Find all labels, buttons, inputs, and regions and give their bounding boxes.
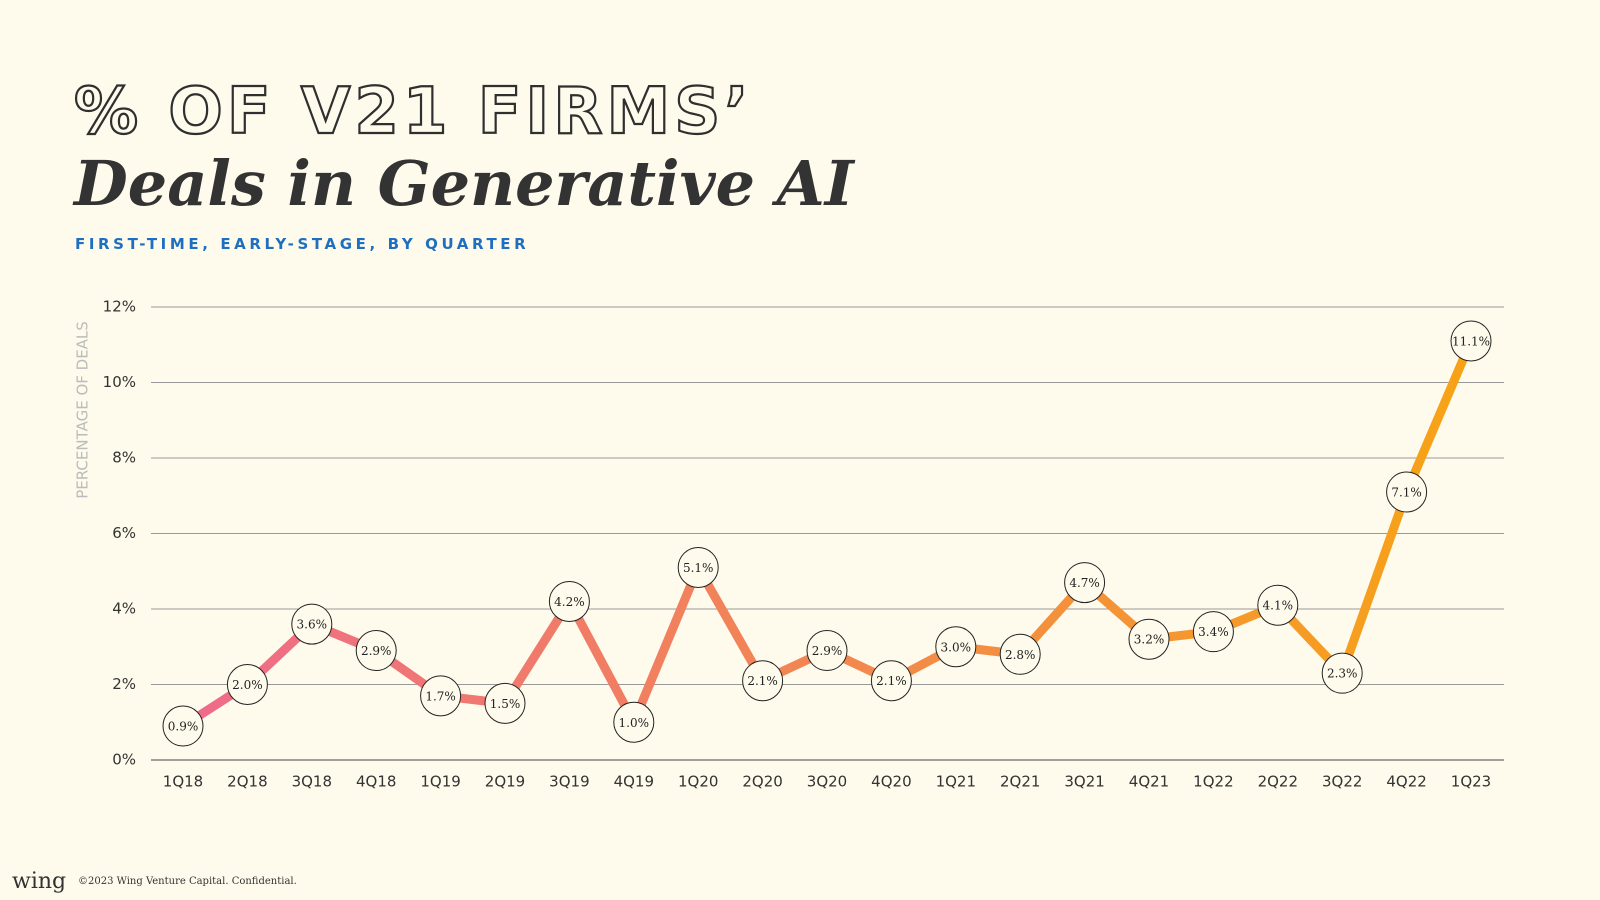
data-label: 4.2%: [554, 595, 585, 609]
marker: [420, 675, 462, 717]
marker: [1064, 562, 1106, 604]
data-label: 5.1%: [683, 561, 714, 575]
x-tick-label: 1Q18: [163, 773, 203, 791]
x-tick-label: 1Q23: [1451, 773, 1491, 791]
x-tick-label: 2Q18: [227, 773, 267, 791]
data-label: 2.0%: [232, 678, 263, 692]
data-label: 3.6%: [297, 618, 328, 632]
x-tick-label: 3Q18: [292, 773, 332, 791]
x-tick-label: 1Q22: [1193, 773, 1233, 791]
copyright: ©2023 Wing Venture Capital. Confidential…: [78, 876, 297, 887]
x-tick-label: 4Q21: [1129, 773, 1169, 791]
x-tick-label: 4Q20: [871, 773, 911, 791]
marker: [226, 664, 268, 705]
chart-title-2: Deals in Generative AI: [72, 147, 856, 220]
x-tick-label: 4Q22: [1386, 773, 1426, 791]
data-label: 4.7%: [1069, 576, 1100, 590]
data-label: 7.1%: [1391, 485, 1422, 499]
marker: [291, 603, 333, 645]
marker: [355, 630, 397, 672]
x-tick-label: 1Q19: [420, 773, 460, 791]
data-label: 2.8%: [1005, 648, 1036, 662]
y-tick-label: 2%: [112, 675, 136, 693]
x-tick-label: 3Q20: [807, 773, 847, 791]
x-tick-label: 1Q21: [936, 773, 976, 791]
marker: [1192, 611, 1234, 653]
x-tick-label: 3Q21: [1064, 773, 1104, 791]
marker: [935, 626, 977, 668]
x-tick-label: 4Q18: [356, 773, 396, 791]
data-label: 11.1%: [1452, 334, 1490, 348]
y-tick-label: 0%: [112, 751, 136, 769]
chart-subtitle: FIRST-TIME, EARLY-STAGE, BY QUARTER: [75, 235, 529, 253]
marker: [1386, 471, 1428, 513]
y-tick-label: 6%: [112, 524, 136, 542]
data-label: 2.3%: [1327, 667, 1358, 681]
data-label: 1.0%: [619, 716, 650, 730]
data-label: 2.1%: [747, 674, 778, 688]
marker: [742, 660, 784, 702]
marker: [1128, 618, 1170, 660]
data-label: 1.5%: [490, 697, 521, 711]
x-tick-label: 3Q19: [549, 773, 589, 791]
marker: [677, 546, 719, 588]
chart-title: % OF V21 FIRMS’: [74, 75, 753, 149]
marker: [162, 705, 204, 747]
x-tick-label: 2Q21: [1000, 773, 1040, 791]
marker: [999, 633, 1041, 675]
x-tick-label: 2Q19: [485, 773, 525, 791]
y-tick-label: 8%: [112, 449, 136, 467]
x-tick-label: 2Q22: [1258, 773, 1298, 791]
marker: [484, 682, 526, 724]
marker: [870, 660, 912, 702]
marker: [613, 701, 655, 743]
data-label: 0.9%: [168, 720, 199, 734]
data-label: 2.9%: [361, 644, 392, 658]
marker: [806, 630, 848, 672]
marker: [1321, 652, 1363, 694]
marker: [1257, 584, 1299, 626]
marker: [548, 580, 590, 622]
x-tick-label: 3Q22: [1322, 773, 1362, 791]
x-tick-label: 1Q20: [678, 773, 718, 791]
data-label: 4.1%: [1263, 599, 1294, 613]
data-label: 3.0%: [941, 640, 972, 654]
y-tick-label: 12%: [103, 298, 136, 316]
y-axis-label: PERCENTAGE OF DEALS: [74, 321, 92, 499]
x-tick-label: 2Q20: [742, 773, 782, 791]
data-label: 2.9%: [812, 644, 843, 658]
data-label: 1.7%: [425, 689, 456, 703]
marker: [1450, 320, 1492, 362]
data-label: 2.1%: [876, 674, 907, 688]
logo: wing: [12, 869, 66, 894]
data-label: 3.2%: [1134, 633, 1165, 647]
y-tick-label: 4%: [112, 600, 136, 618]
x-tick-label: 4Q19: [614, 773, 654, 791]
data-label: 3.4%: [1198, 625, 1229, 639]
y-tick-label: 10%: [103, 373, 136, 391]
